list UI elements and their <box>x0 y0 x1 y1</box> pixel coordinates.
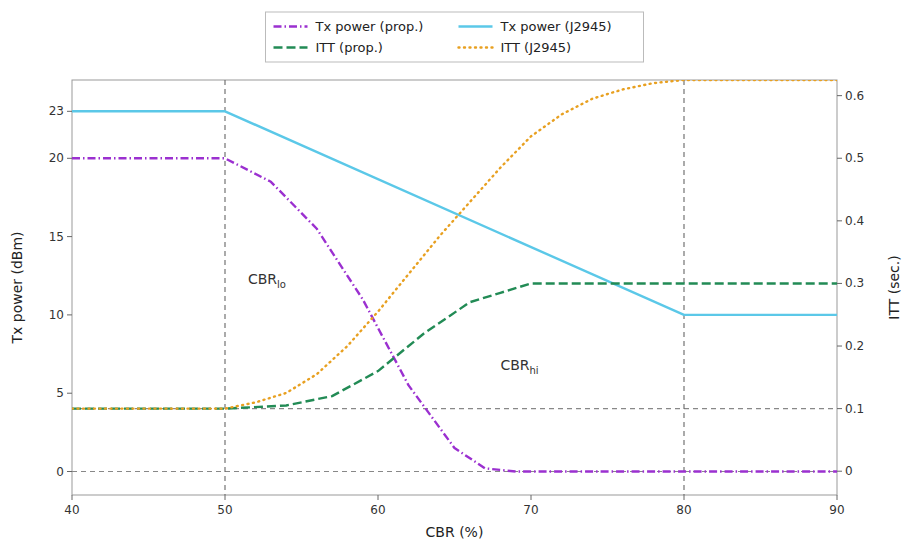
x-tick-label: 60 <box>370 503 385 517</box>
y2-axis-label: ITT (sec.) <box>886 255 902 319</box>
y-tick-label: 15 <box>49 230 64 244</box>
x-tick-label: 50 <box>217 503 232 517</box>
legend-label: Tx power (prop.) <box>315 19 424 34</box>
plot-frame <box>72 80 837 495</box>
annotation-text: CBR <box>248 271 277 287</box>
x-tick <box>684 495 685 500</box>
y2-tick-label: 0.6 <box>845 89 864 103</box>
y2-tick <box>837 220 842 221</box>
y-tick <box>67 158 72 159</box>
y2-tick <box>837 471 842 472</box>
y2-tick <box>837 95 842 96</box>
legend-label: ITT (J2945) <box>501 40 572 55</box>
background <box>0 0 917 551</box>
series-line <box>72 80 837 409</box>
legend-label: ITT (prop.) <box>316 40 383 55</box>
annotation: CBRhi <box>500 357 538 376</box>
annotation-subscript: hi <box>530 365 539 376</box>
y2-tick <box>837 158 842 159</box>
reference-line <box>683 80 684 495</box>
y-tick <box>67 314 72 315</box>
x-tick <box>225 495 226 500</box>
legend-swatch <box>274 25 308 27</box>
y-tick-label: 0 <box>56 465 64 479</box>
y-tick-label: 20 <box>49 151 64 165</box>
y2-tick-label: 0 <box>845 464 853 478</box>
legend: Tx power (prop.) Tx power (J2945) ITT (pro… <box>266 12 644 62</box>
x-tick <box>531 495 532 500</box>
y2-tick <box>837 408 842 409</box>
x-tick-label: 40 <box>64 503 79 517</box>
y2-tick-label: 0.2 <box>845 339 864 353</box>
x-axis-label: CBR (%) <box>426 524 484 540</box>
annotation: CBRlo <box>248 271 286 290</box>
annotation-subscript: lo <box>277 279 286 290</box>
reference-line <box>224 80 225 495</box>
y-axis-label: Tx power (dBm) <box>9 231 25 344</box>
series-line <box>72 283 837 408</box>
x-tick <box>837 495 838 500</box>
y-tick <box>67 111 72 112</box>
y2-tick-label: 0.1 <box>845 402 864 416</box>
legend-label: Tx power (J2945) <box>500 19 612 34</box>
y2-tick <box>837 283 842 284</box>
y-tick <box>67 236 72 237</box>
y-tick <box>67 471 72 472</box>
legend-frame <box>266 12 644 62</box>
annotation-text: CBR <box>500 357 529 373</box>
chart: 40 50 60 70 80 90 0 5 10 15 20 23 0 0.1 0.2 0.3 0.4 0.5 0.… <box>0 0 917 551</box>
legend-swatch <box>459 46 493 48</box>
x-tick-label: 70 <box>523 503 538 517</box>
y-tick <box>67 393 72 394</box>
y-tick-label: 23 <box>49 104 64 118</box>
reference-line <box>72 471 837 472</box>
legend-swatch <box>459 25 493 27</box>
x-tick-label: 80 <box>676 503 691 517</box>
x-tick <box>378 495 379 500</box>
y2-tick-label: 0.3 <box>845 276 864 290</box>
x-tick-label: 90 <box>829 503 844 517</box>
x-tick <box>72 495 73 500</box>
y-tick-label: 10 <box>49 308 64 322</box>
legend-swatch <box>274 46 308 48</box>
plot-area <box>72 80 837 495</box>
y2-tick <box>837 346 842 347</box>
y2-tick-label: 0.4 <box>845 214 864 228</box>
y-tick-label: 5 <box>56 386 64 400</box>
y2-tick-label: 0.5 <box>845 151 864 165</box>
